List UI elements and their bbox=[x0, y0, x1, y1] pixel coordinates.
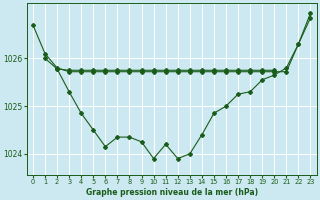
X-axis label: Graphe pression niveau de la mer (hPa): Graphe pression niveau de la mer (hPa) bbox=[86, 188, 258, 197]
